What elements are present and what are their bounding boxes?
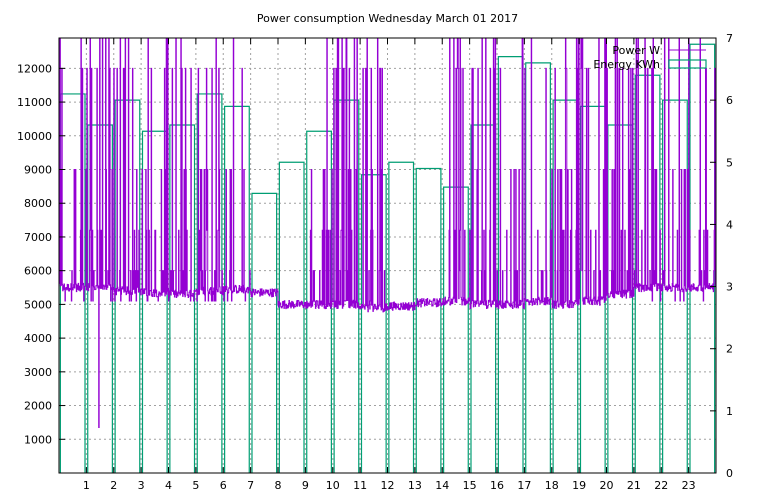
y-tick-label: 3000: [24, 366, 52, 379]
energy-box: [579, 105, 606, 473]
x-tick-label: 19: [572, 479, 586, 492]
legend-energy-label: Energy KWh: [593, 58, 660, 71]
x-tick-label: 20: [600, 479, 614, 492]
y-tick-label: 7000: [24, 231, 52, 244]
energy-box: [278, 161, 305, 473]
y-tick-label: 10000: [17, 130, 52, 143]
energy-box: [251, 192, 278, 473]
x-tick-label: 21: [627, 479, 641, 492]
y-tick-label: 12000: [17, 62, 52, 75]
energy-box: [415, 167, 442, 473]
x-tick-label: 18: [545, 479, 559, 492]
y2-tick-label: 5: [726, 156, 733, 169]
chart-title: Power consumption Wednesday March 01 201…: [257, 12, 518, 25]
energy-box: [360, 174, 387, 473]
x-tick-label: 1: [83, 479, 90, 492]
x-tick-label: 14: [435, 479, 449, 492]
y-tick-label: 9000: [24, 164, 52, 177]
x-tick-label: 17: [517, 479, 531, 492]
legend-power-label: Power W: [612, 44, 660, 57]
x-tick-label: 10: [326, 479, 340, 492]
y-tick-label: 8000: [24, 197, 52, 210]
energy-box: [388, 161, 415, 473]
x-tick-label: 12: [381, 479, 395, 492]
y2-tick-label: 3: [726, 281, 733, 294]
y2-tick-label: 6: [726, 94, 733, 107]
x-tick-label: 4: [165, 479, 172, 492]
y-tick-label: 1000: [24, 433, 52, 446]
y2-tick-label: 4: [726, 218, 733, 231]
x-tick-label: 13: [408, 479, 422, 492]
y2-tick-label: 1: [726, 405, 733, 418]
power-series-line: [58, 37, 717, 428]
legend: Power W Energy KWh: [593, 44, 707, 71]
energy-box: [141, 130, 168, 473]
x-tick-label: 15: [463, 479, 477, 492]
x-tick-label: 7: [247, 479, 254, 492]
x-tick-label: 16: [490, 479, 504, 492]
y-tick-label: 11000: [17, 96, 52, 109]
x-tick-label: 2: [110, 479, 117, 492]
x-tick-label: 6: [220, 479, 227, 492]
energy-box: [689, 43, 716, 473]
y2-tick-label: 0: [726, 467, 733, 480]
power-line: [58, 37, 717, 428]
y-tick-label: 2000: [24, 400, 52, 413]
axis-ticks: 1 2 3 4 5 6 7 8 9 10 11 12 13 14 15 16 17 18 19 20 21 22 23100…: [17, 32, 733, 492]
x-tick-label: 5: [192, 479, 199, 492]
x-tick-label: 3: [138, 479, 145, 492]
x-tick-label: 9: [302, 479, 309, 492]
x-tick-label: 8: [275, 479, 282, 492]
legend-energy-swatch: [668, 59, 707, 69]
y2-tick-label: 2: [726, 343, 733, 356]
x-tick-label: 23: [682, 479, 696, 492]
y-tick-label: 5000: [24, 298, 52, 311]
y2-tick-label: 7: [726, 32, 733, 45]
x-tick-label: 11: [353, 479, 367, 492]
x-tick-label: 22: [654, 479, 668, 492]
y-tick-label: 6000: [24, 265, 52, 278]
y-tick-label: 4000: [24, 332, 52, 345]
